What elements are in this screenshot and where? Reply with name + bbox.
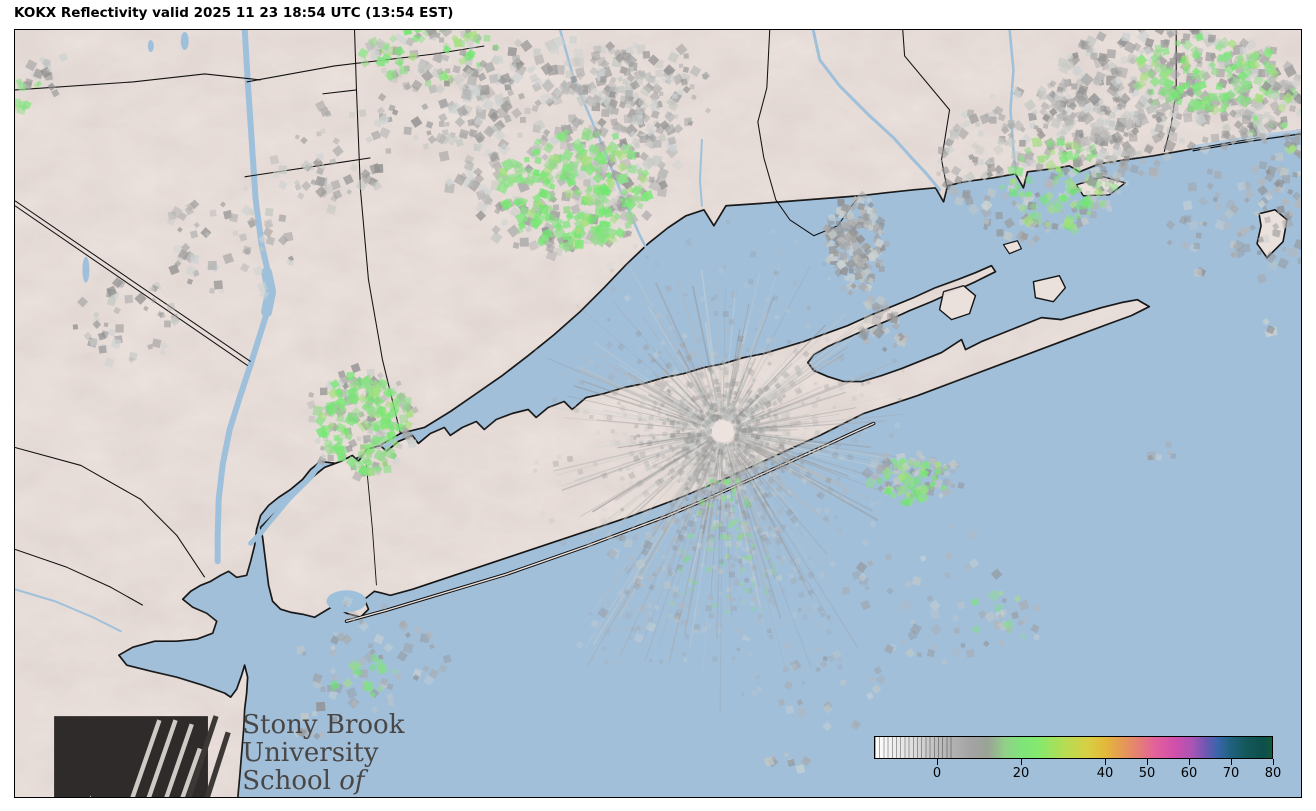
colorbar-low-bins-stripes (875, 737, 955, 758)
south-shore-barrier-fill (345, 422, 875, 622)
stony-brook-shield-icon: ★ (54, 715, 231, 798)
li-county-line (366, 465, 377, 586)
logo-text: Stony Brook University School of Marine … (242, 710, 409, 797)
svg-text:★: ★ (67, 786, 114, 798)
county-line-nw1 (15, 73, 261, 91)
logo-line-2: School of Marine and (242, 766, 394, 797)
colorbar-tick-label: 70 (1222, 766, 1240, 781)
colorbar-tick-label: 40 (1096, 766, 1114, 781)
colorbar-tick-label: 20 (1012, 766, 1030, 781)
colorbar-tick-label: 60 (1180, 766, 1198, 781)
gardiners-island (1032, 274, 1067, 303)
logo-line-1: Stony Brook University (242, 710, 405, 768)
map-image (15, 30, 1301, 797)
stony-brook-logo: ★ Stony Brook University School of Marin… (46, 708, 409, 798)
colorbar-tick (1273, 759, 1275, 765)
lake-3 (82, 256, 90, 283)
ny-nj-border (15, 200, 251, 363)
colorbar-gradient (874, 736, 1273, 759)
page-title: KOKX Reflectivity valid 2025 11 23 18:54… (14, 5, 454, 21)
nj-county-line-2 (15, 548, 144, 606)
quinnipiac-river (698, 138, 703, 207)
raritan-river (15, 588, 122, 633)
colorbar-tick-label: 50 (1138, 766, 1156, 781)
east-river (248, 460, 324, 546)
ny-ct-border (354, 30, 401, 434)
radar-map-panel: ★ Stony Brook University School of Marin… (14, 29, 1302, 798)
colorbar-tick-label: 80 (1264, 766, 1282, 781)
colorbar-tick (1105, 759, 1107, 765)
gull-island (1002, 240, 1023, 255)
colorbar-tick (1147, 759, 1149, 765)
connecticut-river (811, 30, 942, 192)
lake-2 (147, 39, 154, 52)
colorbar-tick (1231, 759, 1233, 765)
colorbar-tick (1189, 759, 1191, 765)
colorbar-tick-label: 0 (932, 766, 942, 781)
colorbar: 0 20 40 50 60 70 80 (874, 736, 1281, 796)
nj-county-line-1 (15, 446, 206, 578)
radar-echoes-layer (15, 30, 1301, 774)
hudson-river-wide (261, 267, 277, 318)
radar-site-marker (711, 420, 734, 443)
ny-nj-border-2 (15, 205, 248, 366)
colorbar-tick (1021, 759, 1023, 765)
ct-panhandle-line (322, 89, 357, 95)
hudson-river (214, 30, 275, 565)
lake-1 (180, 31, 189, 50)
colorbar-tick (937, 759, 939, 765)
block-island (1256, 208, 1288, 259)
